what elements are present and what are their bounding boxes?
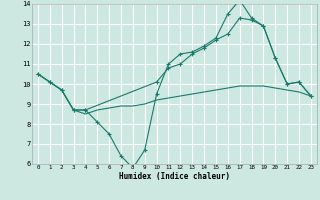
X-axis label: Humidex (Indice chaleur): Humidex (Indice chaleur) [119, 172, 230, 181]
